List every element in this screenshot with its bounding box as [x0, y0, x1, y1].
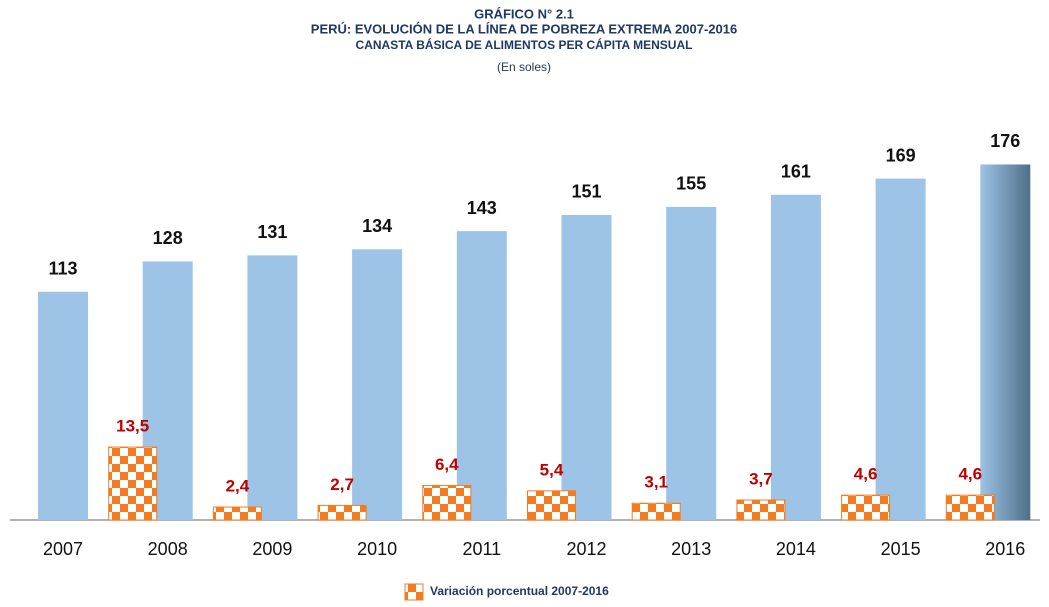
- data-label: 176: [990, 131, 1020, 151]
- bar: [456, 231, 507, 520]
- data-label: 13,5: [116, 417, 149, 436]
- x-tick-label: 2009: [252, 539, 292, 559]
- data-label: 151: [571, 182, 601, 202]
- x-tick-label: 2012: [566, 539, 606, 559]
- bar: [247, 255, 298, 520]
- x-tick-label: 2008: [148, 539, 188, 559]
- chart-title: GRÁFICO N° 2.1: [474, 6, 574, 21]
- bar: [875, 178, 926, 520]
- x-tick-label: 2014: [776, 539, 816, 559]
- bar: [666, 206, 717, 520]
- data-label: 2,7: [330, 475, 354, 494]
- data-label: 4,6: [854, 465, 878, 484]
- chart-subtitle: CANASTA BÁSICA DE ALIMENTOS PER CÁPITA M…: [356, 37, 693, 52]
- data-label: 2,4: [226, 477, 250, 496]
- data-label: 5,4: [540, 460, 564, 479]
- data-label: 3,7: [749, 470, 773, 489]
- bar: [317, 504, 367, 521]
- data-label: 6,4: [435, 455, 459, 474]
- x-tick-label: 2013: [671, 539, 711, 559]
- bar: [770, 194, 821, 520]
- x-tick-label: 2007: [43, 539, 83, 559]
- data-label: 161: [781, 162, 811, 182]
- data-label: 169: [886, 145, 916, 165]
- x-tick-label: 2011: [462, 539, 501, 559]
- chart-title: PERÚ: EVOLUCIÓN DE LA LÍNEA DE POBREZA E…: [311, 21, 737, 36]
- data-label: 155: [676, 174, 706, 194]
- data-label: 134: [362, 216, 392, 236]
- legend-label: Variación porcentual 2007-2016: [430, 584, 609, 598]
- unit-note: (En soles): [497, 60, 551, 74]
- bar: [945, 494, 995, 521]
- legend-swatch: [404, 583, 424, 601]
- data-label: 3,1: [644, 473, 668, 492]
- bar: [108, 446, 158, 521]
- bar: [422, 484, 472, 521]
- data-label: 113: [48, 258, 77, 278]
- bar: [631, 502, 681, 521]
- bar: [38, 291, 88, 520]
- x-tick-label: 2016: [985, 539, 1025, 559]
- bar: [841, 494, 891, 521]
- data-label: 143: [467, 198, 497, 218]
- bar: [212, 506, 262, 521]
- bar: [980, 164, 1031, 521]
- data-label: 4,6: [958, 465, 982, 484]
- x-tick-label: 2010: [357, 539, 397, 559]
- bar: [527, 490, 576, 521]
- data-label: 131: [257, 222, 287, 242]
- bar: [736, 499, 786, 521]
- x-tick-label: 2015: [881, 539, 921, 559]
- data-label: 128: [153, 228, 183, 248]
- bar: [352, 249, 403, 520]
- bar: [561, 214, 612, 521]
